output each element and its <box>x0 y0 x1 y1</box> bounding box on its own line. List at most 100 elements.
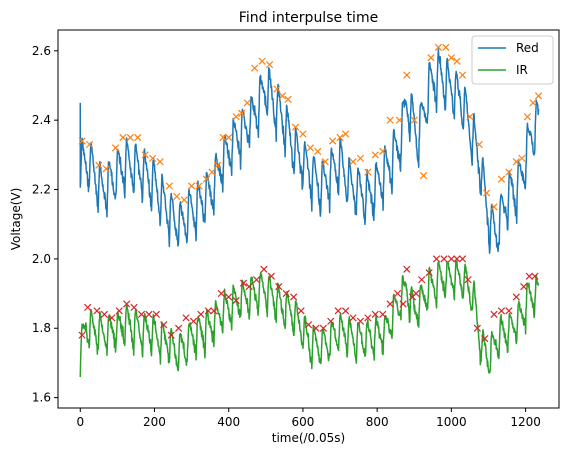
peak-marker-ir <box>245 282 253 291</box>
peak-marker-ir <box>204 307 212 315</box>
peak-marker-red <box>180 196 188 204</box>
peak-marker-ir <box>189 317 198 325</box>
peak-marker-red <box>213 161 222 169</box>
y-tick-label: 1.6 <box>32 391 51 405</box>
peak-marker-red <box>265 61 274 69</box>
y-tick-label: 2.0 <box>32 252 51 266</box>
peak-marker-red <box>395 116 404 124</box>
peak-marker-red <box>453 57 461 65</box>
y-tick-label: 2.2 <box>32 183 51 197</box>
peak-marker-red <box>336 133 344 142</box>
peak-marker-ir <box>327 317 335 325</box>
peak-marker-ir <box>458 255 467 263</box>
x-tick-label: 1200 <box>510 415 541 429</box>
peak-marker-ir <box>130 303 138 312</box>
series-layer <box>79 48 540 378</box>
peak-marker-red <box>202 175 211 183</box>
peak-marker-red <box>321 158 329 166</box>
peak-marker-ir <box>290 293 298 301</box>
peak-marker-red <box>442 43 450 51</box>
peak-marker-red <box>483 189 491 197</box>
peak-marker-ir <box>182 314 190 322</box>
peak-marker-ir <box>497 307 506 315</box>
y-tick-label: 2.4 <box>32 113 51 127</box>
peak-marker-red <box>243 99 251 107</box>
peak-marker-red <box>427 54 435 62</box>
peak-marker-ir <box>403 265 411 273</box>
series-line-red <box>79 48 540 254</box>
series-line-ir <box>79 260 540 378</box>
peak-marker-red <box>251 64 259 72</box>
y-axis-label: Voltage(V) <box>9 188 23 251</box>
peak-marker-red <box>379 147 387 156</box>
peak-marker-ir <box>78 331 86 339</box>
x-tick-label: 0 <box>76 415 84 429</box>
peak-marker-red <box>165 182 173 190</box>
peak-marker-red <box>403 71 411 79</box>
peak-marker-ir <box>297 307 305 315</box>
peak-marker-red <box>490 203 498 211</box>
peak-marker-red <box>529 99 537 107</box>
peak-marker-ir <box>453 255 461 263</box>
x-tick-label: 600 <box>291 415 314 429</box>
peak-marker-ir <box>481 335 489 343</box>
peak-marker-ir <box>93 307 101 315</box>
peak-marker-ir <box>312 324 320 332</box>
peak-marker-ir <box>371 310 379 318</box>
peak-marker-red <box>173 192 181 201</box>
peak-marker-red <box>371 151 379 159</box>
peak-marker-red <box>523 113 532 121</box>
peak-marker-red <box>284 95 292 103</box>
peak-marker-red <box>410 116 418 124</box>
peak-marker-ir <box>399 300 407 308</box>
peak-marker-red <box>291 123 300 131</box>
legend-label-red: Red <box>516 41 539 55</box>
peak-marker-ir <box>473 324 481 332</box>
peak-marker-red <box>141 151 149 159</box>
peak-marker-red <box>232 113 240 121</box>
peak-marker-red <box>187 182 196 190</box>
peak-marker-ir <box>232 296 240 305</box>
peak-marker-ir <box>152 310 160 318</box>
peak-marker-ir <box>115 307 123 315</box>
peak-marker-layer <box>78 43 543 343</box>
peak-marker-red <box>85 140 94 149</box>
peak-marker-ir <box>275 282 283 291</box>
peak-marker-ir <box>174 324 183 332</box>
peak-marker-ir <box>160 321 168 329</box>
peak-marker-red <box>341 130 350 138</box>
peak-marker-ir <box>210 307 218 315</box>
plot-area-frame <box>57 29 560 409</box>
peak-marker-red <box>475 140 483 149</box>
peak-marker-ir <box>319 324 327 332</box>
peak-marker-ir <box>393 289 402 298</box>
peak-marker-red <box>258 57 266 65</box>
peak-marker-ir <box>447 255 456 263</box>
peak-marker-red <box>497 175 506 183</box>
peak-marker-red <box>299 130 307 138</box>
peak-marker-ir <box>425 269 433 277</box>
peak-marker-red <box>156 158 164 166</box>
peak-marker-ir <box>304 321 313 329</box>
peak-marker-ir <box>334 307 342 315</box>
peak-marker-ir <box>512 293 520 301</box>
peak-marker-red <box>466 113 474 121</box>
peak-marker-ir <box>197 310 205 318</box>
peak-marker-red <box>208 168 216 176</box>
peak-marker-ir <box>225 293 233 301</box>
peak-marker-red <box>225 133 233 142</box>
chart-title: Find interpulse time <box>239 10 378 26</box>
peak-marker-red <box>119 133 127 142</box>
x-axis: 0 200 400 600 800 1000 1200 <box>76 408 541 429</box>
peak-marker-ir <box>412 289 420 298</box>
peak-marker-ir <box>260 265 268 273</box>
peak-marker-red <box>78 137 86 145</box>
peak-marker-ir <box>108 314 116 322</box>
peak-marker-ir <box>440 255 448 263</box>
peak-marker-ir <box>349 314 357 322</box>
peak-marker-red <box>314 147 322 156</box>
peak-marker-red <box>386 116 394 124</box>
peak-marker-ir <box>84 303 92 312</box>
peak-marker-ir <box>379 310 387 318</box>
